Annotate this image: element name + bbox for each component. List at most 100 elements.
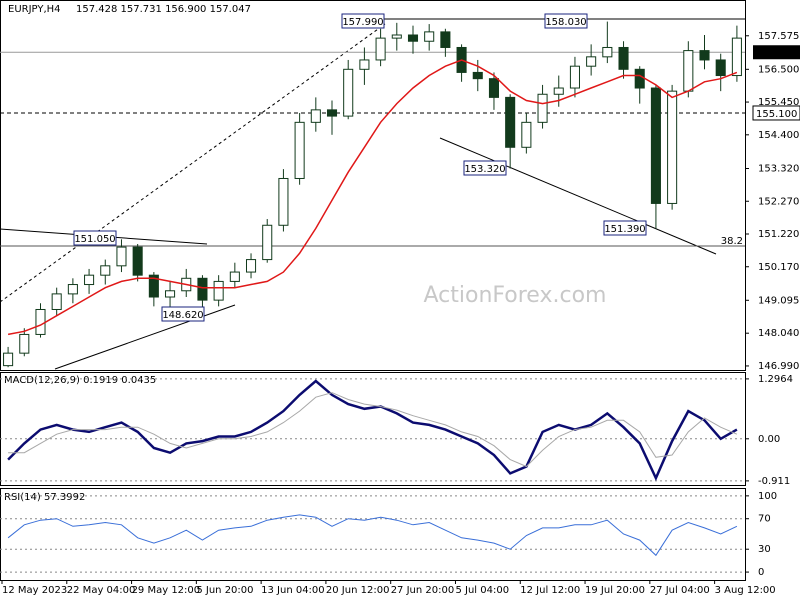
candle-body xyxy=(553,87,564,95)
candle-body xyxy=(650,87,661,204)
current-price-label: 157.047 xyxy=(756,48,797,59)
candle-body xyxy=(359,59,370,70)
annotation: 151.050 xyxy=(74,234,115,245)
macd-title: MACD(12,26,9) 0.1919 0.0435 xyxy=(4,375,156,386)
ohlc-header: 157.428 157.731 156.900 157.047 xyxy=(76,4,251,15)
candle-body xyxy=(667,90,678,204)
indicator-line xyxy=(8,392,738,468)
y-tick-label: 146.990 xyxy=(758,361,799,372)
x-tick-label: 29 May 12:00 xyxy=(132,585,201,596)
x-tick-label: 5 Jun 20:00 xyxy=(196,585,253,596)
main-panel xyxy=(0,0,746,371)
candle-body xyxy=(197,277,208,301)
trend-line xyxy=(54,304,236,370)
y-tick-label: 151.220 xyxy=(758,229,799,240)
annotation: 38.2 xyxy=(721,236,743,247)
annotation-box xyxy=(73,230,117,246)
level-box xyxy=(752,105,800,121)
indicator-line xyxy=(7,59,738,336)
y-tick-label: 156.500 xyxy=(758,64,799,75)
candle-body xyxy=(229,271,240,282)
x-tick-label: 12 May 2023 xyxy=(2,585,67,596)
annotation: 153.320 xyxy=(464,164,505,175)
y-tick-label: 70 xyxy=(758,514,771,525)
candle-body xyxy=(731,37,742,77)
annotation-box xyxy=(603,220,647,236)
y-tick-label: 0 xyxy=(758,567,764,578)
candle-body xyxy=(84,274,95,286)
macd-panel xyxy=(0,372,746,486)
candle-body xyxy=(634,68,645,89)
candle-body xyxy=(213,280,224,301)
rsi-title: RSI(14) 57.3992 xyxy=(4,492,85,503)
indicator-line xyxy=(7,514,738,557)
candle-body xyxy=(683,50,694,92)
candle-body xyxy=(488,78,500,98)
y-tick-label: 150.170 xyxy=(758,262,799,273)
x-tick-label: 20 Jun 12:00 xyxy=(326,585,390,596)
rsi-panel xyxy=(0,488,746,581)
x-tick-label: 27 Jul 04:00 xyxy=(650,585,710,596)
candle-body xyxy=(699,50,710,61)
annotation-box xyxy=(341,13,385,29)
chart-title: EURJPY,H4 xyxy=(8,4,61,15)
annotation: 157.990 xyxy=(342,17,383,28)
candle-body xyxy=(407,34,419,42)
y-tick-label: 155.450 xyxy=(758,97,799,108)
x-tick-label: 19 Jul 20:00 xyxy=(585,585,645,596)
y-tick-label: 148.040 xyxy=(758,328,799,339)
candle-body xyxy=(132,246,143,276)
x-tick-label: 3 Aug 12:00 xyxy=(715,585,776,596)
x-tick-label: 12 Jul 12:00 xyxy=(520,585,580,596)
candle-body xyxy=(51,293,62,310)
candle-body xyxy=(294,121,305,179)
x-tick-label: 22 May 04:00 xyxy=(67,585,136,596)
candle-body xyxy=(67,284,78,295)
annotation-box xyxy=(463,160,507,176)
trend-line xyxy=(439,137,717,255)
candle-body xyxy=(35,308,46,335)
candle-body xyxy=(326,109,338,117)
candle-body xyxy=(440,31,451,48)
candle-body xyxy=(569,65,580,89)
y-tick-label: 1.2964 xyxy=(758,374,793,385)
y-tick-label: 149.095 xyxy=(758,295,799,306)
y-tick-label: 153.320 xyxy=(758,164,799,175)
candle-body xyxy=(3,352,14,367)
candle-body xyxy=(375,37,386,61)
candle-body xyxy=(424,31,435,42)
candle-body xyxy=(391,34,402,39)
y-tick-label: 0.00 xyxy=(758,434,780,445)
candle-body xyxy=(19,333,30,354)
candle-body xyxy=(472,71,483,80)
current-price-box xyxy=(753,45,800,60)
candle-body xyxy=(521,121,532,148)
candle-body xyxy=(715,59,726,77)
candle-body xyxy=(262,224,273,261)
candle-body xyxy=(343,68,354,117)
channel-line xyxy=(0,23,386,303)
candle-body xyxy=(116,246,127,267)
candle-body xyxy=(245,259,257,273)
annotation: 148.620 xyxy=(162,310,203,321)
candle-body xyxy=(586,56,597,67)
candle-body xyxy=(505,96,516,148)
candle-body xyxy=(278,177,289,226)
x-tick-label: 5 Jul 04:00 xyxy=(455,585,509,596)
annotation: 158.030 xyxy=(545,17,586,28)
annotation: 151.390 xyxy=(604,224,645,235)
candle-body xyxy=(100,265,111,276)
level-label: 155.100 xyxy=(756,109,797,120)
candle-body xyxy=(148,274,159,298)
x-tick-label: 27 Jun 20:00 xyxy=(391,585,455,596)
y-tick-label: 100 xyxy=(758,491,777,502)
y-tick-label: 152.270 xyxy=(758,196,799,207)
candle-body xyxy=(602,46,613,58)
candle-body xyxy=(165,290,176,298)
candle-body xyxy=(618,46,629,70)
candle-body xyxy=(310,109,321,123)
candle-body xyxy=(537,93,548,123)
watermark: ActionForex.com xyxy=(424,283,607,308)
y-tick-label: 154.400 xyxy=(758,130,799,141)
